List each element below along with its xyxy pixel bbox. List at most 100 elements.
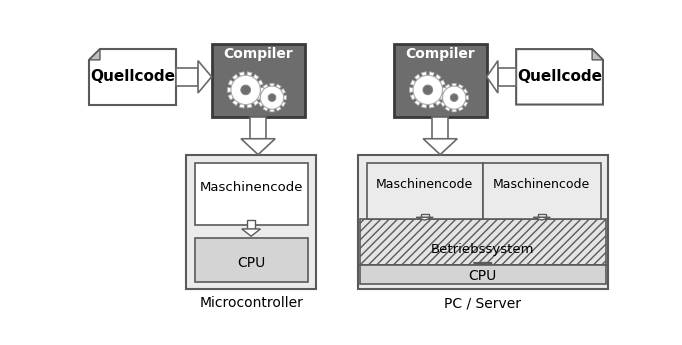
Text: Quellcode: Quellcode	[517, 69, 602, 84]
Polygon shape	[421, 102, 427, 108]
Polygon shape	[421, 72, 427, 78]
Polygon shape	[258, 95, 262, 100]
Polygon shape	[458, 84, 463, 90]
Polygon shape	[464, 95, 469, 100]
Polygon shape	[263, 84, 268, 90]
Bar	[194, 238, 308, 283]
Polygon shape	[198, 61, 211, 93]
Polygon shape	[458, 106, 463, 111]
Polygon shape	[410, 87, 415, 92]
Text: PC / Server: PC / Server	[445, 296, 521, 310]
Polygon shape	[441, 87, 446, 92]
Text: Maschinencode: Maschinencode	[493, 178, 591, 191]
Bar	[432, 117, 448, 139]
Circle shape	[261, 86, 284, 109]
Bar	[359, 265, 606, 284]
Polygon shape	[516, 49, 603, 105]
Circle shape	[443, 86, 466, 109]
Polygon shape	[227, 87, 233, 92]
Polygon shape	[276, 84, 281, 90]
Text: Maschinencode: Maschinencode	[199, 181, 303, 194]
Polygon shape	[440, 95, 444, 100]
Polygon shape	[228, 80, 235, 86]
Polygon shape	[89, 49, 176, 105]
Polygon shape	[411, 80, 417, 86]
Polygon shape	[258, 101, 264, 107]
Polygon shape	[429, 102, 434, 108]
Polygon shape	[256, 80, 263, 86]
Bar	[211, 44, 305, 117]
Text: Quellcode: Quellcode	[90, 69, 175, 84]
Bar	[498, 68, 516, 86]
Polygon shape	[258, 89, 264, 94]
Text: CPU: CPU	[237, 256, 265, 270]
Polygon shape	[239, 72, 245, 78]
Text: Betriebssystem: Betriebssystem	[431, 243, 535, 256]
Polygon shape	[445, 84, 451, 90]
Polygon shape	[416, 217, 433, 220]
Text: Compiler: Compiler	[405, 47, 475, 61]
Polygon shape	[247, 102, 252, 108]
Polygon shape	[434, 74, 441, 81]
Polygon shape	[415, 99, 421, 106]
Polygon shape	[233, 74, 239, 81]
Polygon shape	[233, 99, 239, 106]
Polygon shape	[429, 72, 434, 78]
Bar	[247, 220, 255, 229]
Polygon shape	[411, 94, 417, 100]
Bar	[358, 155, 608, 289]
Circle shape	[268, 94, 276, 101]
Polygon shape	[270, 108, 274, 112]
Polygon shape	[533, 217, 550, 220]
Text: Compiler: Compiler	[223, 47, 293, 61]
Bar	[367, 163, 483, 218]
Polygon shape	[280, 101, 286, 107]
Polygon shape	[462, 101, 468, 107]
Polygon shape	[280, 89, 286, 94]
Polygon shape	[252, 99, 259, 106]
Bar	[250, 117, 266, 139]
Bar	[394, 44, 487, 117]
Polygon shape	[487, 61, 498, 93]
Bar	[479, 262, 487, 263]
Polygon shape	[252, 74, 259, 81]
Polygon shape	[239, 102, 245, 108]
Polygon shape	[439, 94, 445, 100]
Polygon shape	[441, 89, 446, 94]
Bar	[421, 214, 428, 217]
Circle shape	[450, 94, 458, 101]
Polygon shape	[462, 89, 468, 94]
Bar	[359, 218, 606, 265]
Polygon shape	[439, 80, 445, 86]
Polygon shape	[452, 83, 456, 88]
Circle shape	[423, 85, 432, 95]
Polygon shape	[276, 106, 281, 111]
Polygon shape	[247, 72, 252, 78]
Polygon shape	[441, 101, 446, 107]
Polygon shape	[282, 95, 286, 100]
Polygon shape	[452, 108, 456, 112]
Polygon shape	[263, 106, 268, 111]
Polygon shape	[242, 229, 261, 236]
Polygon shape	[256, 94, 263, 100]
Polygon shape	[241, 139, 275, 155]
Polygon shape	[258, 87, 264, 92]
Circle shape	[231, 75, 261, 105]
Polygon shape	[228, 94, 235, 100]
Circle shape	[241, 85, 250, 95]
Polygon shape	[270, 83, 274, 88]
Text: Microcontroller: Microcontroller	[199, 296, 303, 310]
Bar	[483, 163, 601, 218]
Polygon shape	[434, 99, 441, 106]
Polygon shape	[592, 49, 603, 60]
Bar	[186, 155, 316, 289]
Polygon shape	[423, 139, 457, 155]
Polygon shape	[415, 74, 421, 81]
Text: CPU: CPU	[469, 269, 497, 283]
Bar	[194, 163, 308, 225]
Bar	[176, 68, 198, 86]
Text: Maschinencode: Maschinencode	[376, 178, 473, 191]
Circle shape	[413, 75, 443, 105]
Polygon shape	[445, 106, 451, 111]
Bar	[538, 214, 546, 217]
